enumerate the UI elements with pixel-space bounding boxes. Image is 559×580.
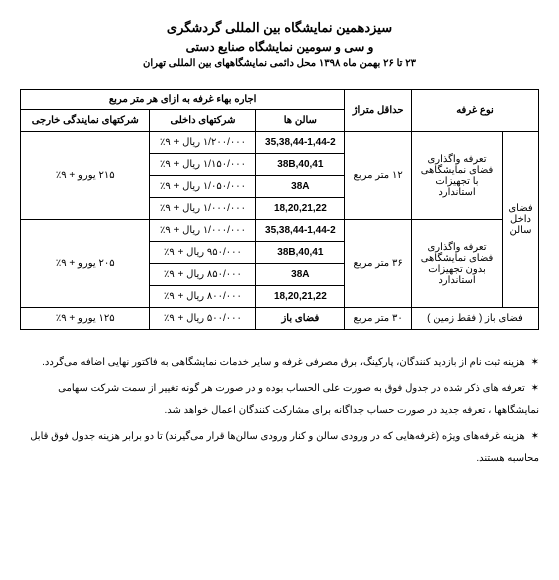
cell-open-domestic: ۵۰۰/۰۰۰ ریال + ۹٪ [150,308,256,330]
cell-min-area: ۳۶ متر مربع [345,220,412,308]
cell-halls: 38A [256,176,345,198]
cell-halls: 38B,40,41 [256,242,345,264]
th-rent-header: اجاره بهاء غرفه به ازای هر متر مربع [21,90,345,110]
title-main: سیزدهمین نمایشگاه بین المللی گردشگری [20,20,539,36]
cell-domestic-price: ۱/۰۵۰/۰۰۰ ریال + ۹٪ [150,176,256,198]
cell-open-foreign: ۱۲۵ یورو + ۹٪ [21,308,150,330]
cell-halls: 38B,40,41 [256,154,345,176]
cell-halls: 35,38,44-1,44-2 [256,220,345,242]
note-item: ✶ هزینه ثبت نام از بازدید کنندگان، پارکی… [20,352,539,374]
cell-domestic-price: ۸۵۰/۰۰۰ ریال + ۹٪ [150,264,256,286]
star-icon: ✶ [531,383,539,394]
note-item: ✶ هزینه غرفه‌های ویژه (غرفه‌هایی که در و… [20,426,539,470]
star-icon: ✶ [531,431,539,442]
note-item: ✶ تعرفه های ذکر شده در جدول فوق به صورت … [20,378,539,422]
cell-foreign-price: ۲۱۵ یورو + ۹٪ [21,132,150,220]
th-halls: سالن ها [256,110,345,132]
cell-domestic-price: ۱/۰۰۰/۰۰۰ ریال + ۹٪ [150,198,256,220]
cell-domestic-price: ۱/۱۵۰/۰۰۰ ریال + ۹٪ [150,154,256,176]
pricing-table: نوع غرفه حداقل متراژ اجاره بهاء غرفه به … [20,89,539,330]
table-row-open-space: فضای باز ( فقط زمین )۳۰ متر مربعفضای باز… [21,308,539,330]
cell-domestic-price: ۱/۰۰۰/۰۰۰ ریال + ۹٪ [150,220,256,242]
cell-booth-type: تعرفه واگذاریفضای نمایشگاهیبدون تجهیزاتا… [411,220,502,308]
th-min-area: حداقل متراژ [345,90,412,132]
cell-min-area: ۱۲ متر مربع [345,132,412,220]
cell-halls: 38A [256,264,345,286]
table-row: تعرفه واگذاریفضای نمایشگاهیبدون تجهیزاتا… [21,220,539,242]
cell-group-label: فضای داخل سالن [503,132,539,308]
cell-domestic-price: ۱/۲۰۰/۰۰۰ ریال + ۹٪ [150,132,256,154]
th-domestic: شرکتهای داخلی [150,110,256,132]
cell-booth-type: تعرفه واگذاریفضای نمایشگاهیبا تجهیزاتاست… [411,132,502,220]
notes: ✶ هزینه ثبت نام از بازدید کنندگان، پارکی… [20,352,539,470]
star-icon: ✶ [531,357,539,368]
document-header: سیزدهمین نمایشگاه بین المللی گردشگری و س… [20,20,539,69]
cell-halls: 35,38,44-1,44-2 [256,132,345,154]
cell-domestic-price: ۸۰۰/۰۰۰ ریال + ۹٪ [150,286,256,308]
cell-domestic-price: ۹۵۰/۰۰۰ ریال + ۹٪ [150,242,256,264]
cell-halls: 18,20,21,22 [256,198,345,220]
cell-halls: 18,20,21,22 [256,286,345,308]
th-foreign: شرکتهای نمایندگی خارجی [21,110,150,132]
title-sub: و سی و سومین نمایشگاه صنایع دستی [20,40,539,54]
th-type: نوع غرفه [411,90,538,132]
cell-open-type: فضای باز ( فقط زمین ) [411,308,538,330]
cell-foreign-price: ۲۰۵ یورو + ۹٪ [21,220,150,308]
cell-open-area: ۳۰ متر مربع [345,308,412,330]
subtitle: ۲۳ تا ۲۶ بهمن ماه ۱۳۹۸ محل دائمی نمایشگا… [20,58,539,69]
table-row: فضای داخل سالنتعرفه واگذاریفضای نمایشگاه… [21,132,539,154]
cell-open-halls: فضای باز [256,308,345,330]
